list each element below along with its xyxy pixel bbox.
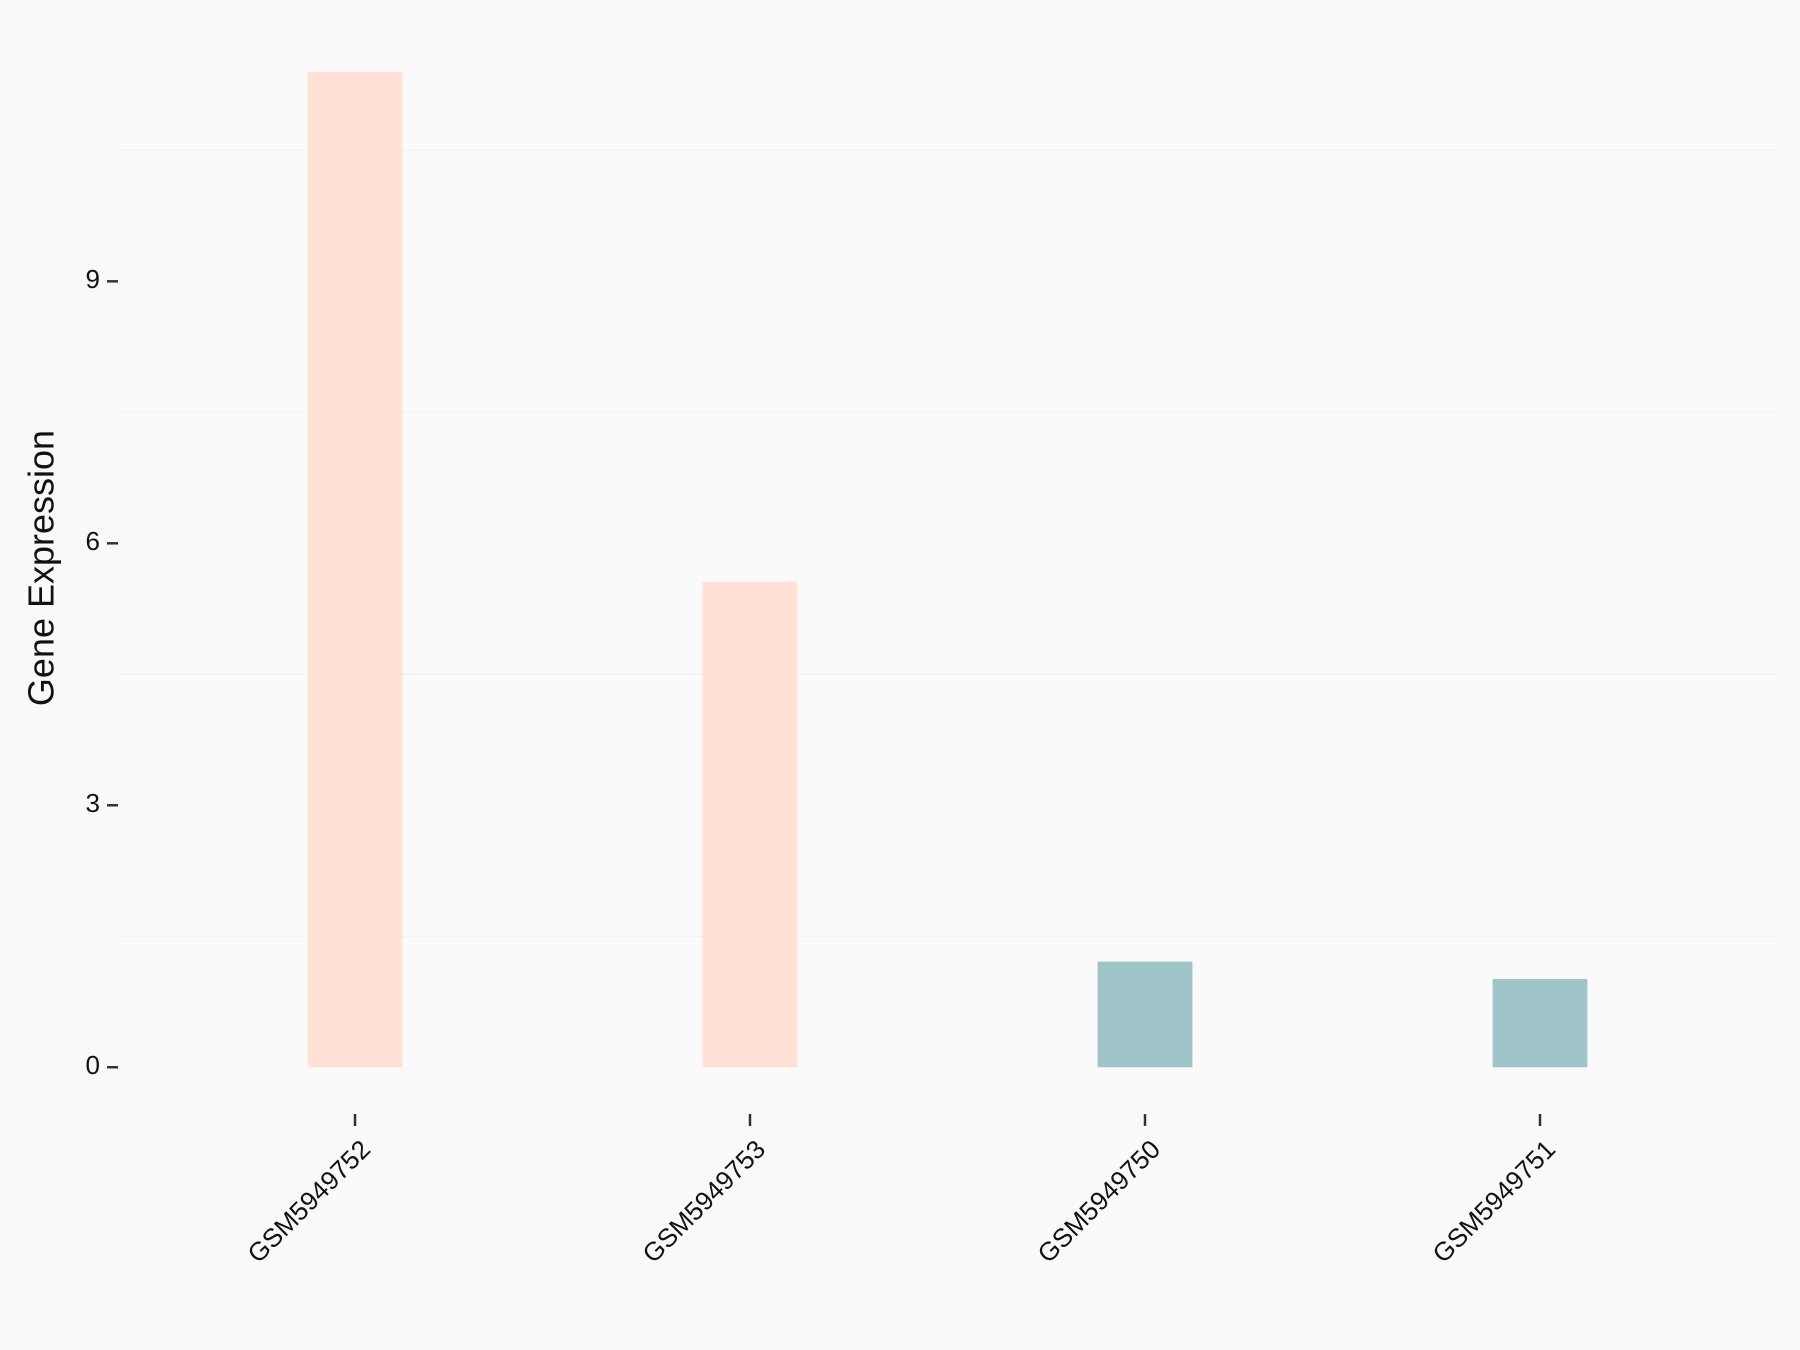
y-tick-label: 9 <box>86 264 100 294</box>
bar <box>307 71 403 1068</box>
x-tick-label: GSM5949751 <box>1426 1134 1561 1269</box>
x-tick-label: GSM5949753 <box>636 1134 771 1269</box>
y-tick-label: 3 <box>86 788 100 818</box>
bar <box>1097 961 1193 1068</box>
y-tick-label: 0 <box>86 1050 100 1080</box>
y-tick-label: 6 <box>86 526 100 556</box>
bar <box>1492 979 1588 1068</box>
y-axis-title: Gene Expression <box>21 430 62 706</box>
bar <box>702 581 798 1068</box>
x-tick-label: GSM5949750 <box>1031 1134 1166 1269</box>
x-tick-label: GSM5949752 <box>241 1134 376 1269</box>
